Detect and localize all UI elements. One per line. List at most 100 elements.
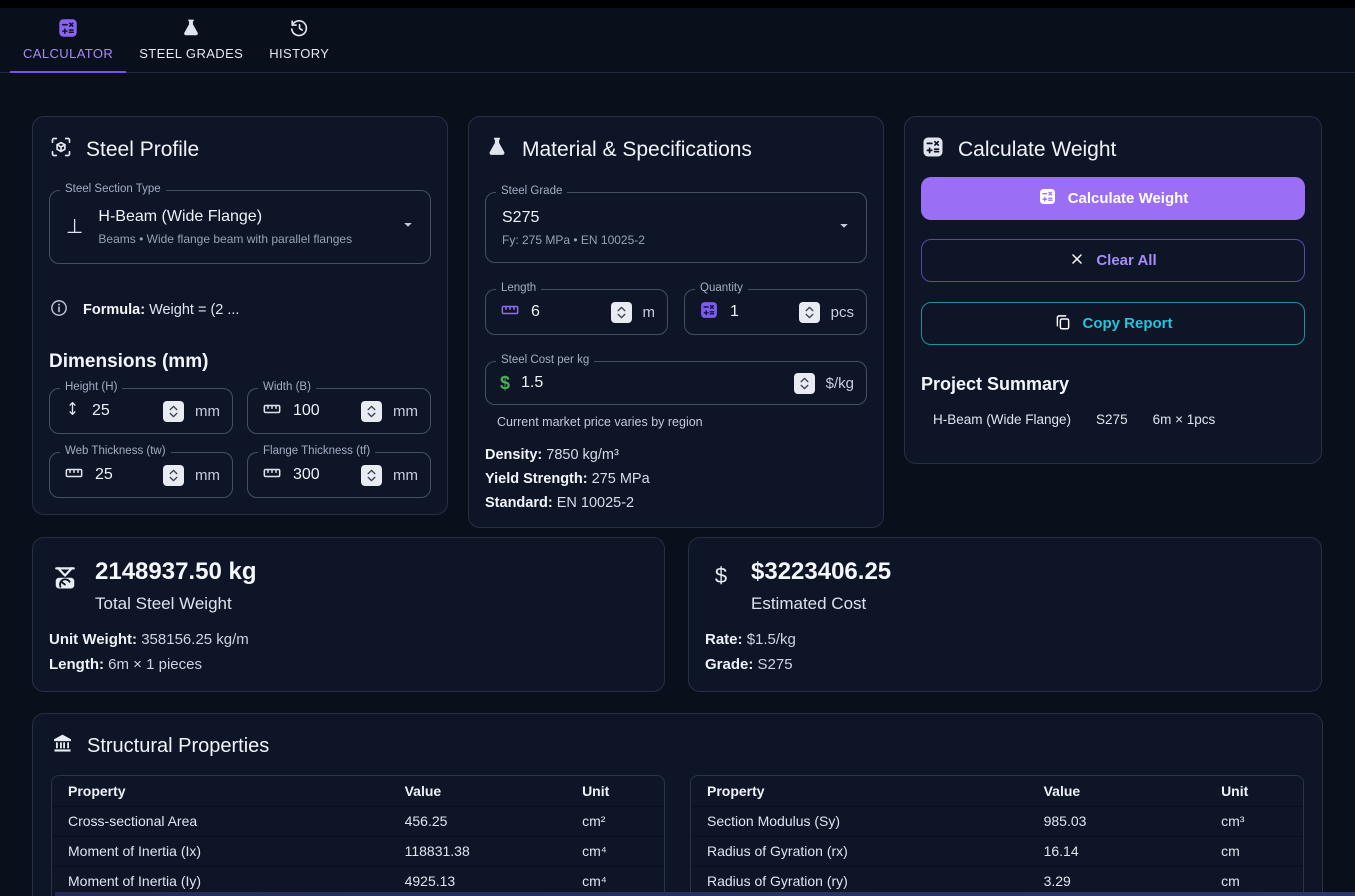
info-icon [49, 298, 69, 322]
estimated-cost-value: $3223406.25 [751, 558, 892, 586]
ruler-icon [262, 399, 282, 424]
flask-icon [180, 17, 202, 39]
quantity-stepper[interactable] [798, 301, 820, 323]
quantity-input[interactable]: 1 [730, 303, 739, 321]
tab-calculator-label: CALCULATOR [23, 46, 114, 61]
dollar-icon: $ [714, 563, 728, 589]
total-weight-label: Total Steel Weight [95, 594, 232, 614]
ruler-icon [500, 300, 520, 325]
project-summary-title: Project Summary [921, 374, 1070, 395]
formula-info: Formula: Weight = (2 ... [49, 298, 431, 322]
tab-steel-grades-label: STEEL GRADES [139, 46, 244, 61]
tab-steel-grades[interactable]: STEEL GRADES [126, 8, 256, 72]
steel-section-type-select[interactable]: Steel Section Type ⊥ H-Beam (Wide Flange… [49, 183, 431, 265]
steel-section-type-label: Steel Section Type [60, 183, 166, 196]
history-icon [288, 17, 310, 39]
structural-properties-card: Structural Properties Property Value Uni… [32, 713, 1323, 896]
rate-detail: Rate: $1.5/kg [705, 631, 796, 649]
chevron-down-icon[interactable] [399, 216, 417, 239]
web-thickness-field[interactable]: Web Thickness (tw) 25 mm [49, 445, 233, 499]
formula-text: Formula: Weight = (2 ... [83, 302, 240, 319]
density-line: Density: 7850 kg/m³ [485, 447, 619, 464]
calculator-icon [921, 135, 945, 164]
summary-grade: S275 [1096, 412, 1128, 428]
ruler-icon [262, 463, 282, 488]
steel-cost-stepper[interactable] [793, 372, 815, 394]
standard-line: Standard: EN 10025-2 [485, 495, 635, 512]
dimensions-title: Dimensions (mm) [49, 351, 209, 373]
quantity-field[interactable]: Quantity 1 pcs [684, 282, 867, 336]
web-thickness-stepper[interactable] [163, 464, 184, 486]
table-header-row: Property Value Unit [691, 776, 1303, 807]
tab-history-label: HISTORY [269, 46, 330, 61]
calculator-icon [699, 300, 719, 325]
total-weight-value: 2148937.50 kg [95, 558, 257, 586]
length-detail: Length: 6m × 1 pieces [49, 656, 202, 674]
steel-profile-title: Steel Profile [49, 135, 431, 164]
flange-thickness-stepper[interactable] [361, 464, 382, 486]
close-icon [1069, 251, 1085, 271]
calculator-icon [57, 17, 79, 39]
estimated-cost-card: $ $3223406.25 Estimated Cost Rate: $1.5/… [688, 537, 1322, 693]
height-arrow-icon [64, 399, 81, 423]
steel-grade-value: S275 [502, 208, 540, 226]
flask-icon [485, 135, 509, 164]
steel-section-type-desc: Beams • Wide flange beam with parallel f… [98, 232, 353, 247]
tab-calculator[interactable]: CALCULATOR [10, 8, 127, 73]
length-input[interactable]: 6 [531, 303, 540, 321]
project-summary-row: H-Beam (Wide Flange) S275 6m × 1pcs [921, 412, 1305, 427]
structural-properties-title: Structural Properties [51, 732, 1304, 760]
steel-grade-select[interactable]: Steel Grade S275 Fy: 275 MPa • EN 10025-… [485, 185, 867, 264]
chevron-down-icon[interactable] [835, 216, 853, 239]
summary-profile: H-Beam (Wide Flange) [933, 412, 1072, 428]
calculate-weight-title: Calculate Weight [921, 135, 1305, 164]
steel-cost-input[interactable]: 1.5 [521, 374, 544, 392]
height-input[interactable]: 25 [92, 402, 110, 420]
steel-grade-label: Steel Grade [496, 185, 568, 198]
height-field[interactable]: Height (H) 25 mm [49, 381, 233, 435]
calculator-icon [1038, 187, 1057, 210]
top-navbar: CALCULATOR STEEL GRADES HISTORY [0, 8, 1355, 73]
yield-strength-line: Yield Strength: 275 MPa [485, 471, 650, 488]
ruler-icon [64, 463, 84, 488]
length-field[interactable]: Length 6 m [485, 282, 668, 336]
steel-section-type-value: H-Beam (Wide Flange) [98, 208, 263, 226]
web-thickness-input[interactable]: 25 [95, 466, 113, 484]
flange-thickness-field[interactable]: Flange Thickness (tf) 300 mm [247, 445, 431, 499]
summary-qty: 6m × 1pcs [1152, 412, 1216, 428]
properties-table-right: Property Value Unit Section Modulus (Sy)… [690, 775, 1304, 896]
cost-helper-text: Current market price varies by region [497, 415, 703, 430]
material-card: Material & Specifications Steel Grade S2… [468, 116, 884, 529]
steel-cost-field[interactable]: Steel Cost per kg $ 1.5 $/kg [485, 354, 867, 406]
dollar-icon: $ [500, 373, 511, 394]
window-top-strip [0, 0, 1355, 8]
view-in-ar-icon [49, 135, 73, 164]
width-stepper[interactable] [361, 400, 382, 422]
copy-report-button[interactable]: Copy Report [921, 302, 1305, 346]
horizontal-scrollbar[interactable] [55, 892, 1355, 896]
unit-weight-detail: Unit Weight: 358156.25 kg/m [49, 631, 249, 649]
scale-icon [49, 563, 81, 614]
tab-history[interactable]: HISTORY [256, 8, 342, 72]
table-header-row: Property Value Unit [52, 776, 664, 807]
steel-grade-desc: Fy: 275 MPa • EN 10025-2 [502, 232, 645, 247]
height-stepper[interactable] [163, 400, 184, 422]
clear-all-button[interactable]: Clear All [921, 239, 1305, 283]
properties-table-left: Property Value Unit Cross-sectional Area… [51, 775, 665, 896]
total-weight-card: 2148937.50 kg Total Steel Weight Unit We… [32, 537, 665, 693]
material-info: Density: 7850 kg/m³ Yield Strength: 275 … [485, 447, 867, 511]
table-row: Moment of Inertia (Ix) 118831.38 cm⁴ [52, 836, 664, 867]
bank-icon [51, 732, 74, 760]
table-row: Cross-sectional Area 456.25 cm² [52, 806, 664, 837]
width-input[interactable]: 100 [293, 402, 320, 420]
beam-section-icon: ⊥ [66, 216, 84, 239]
copy-icon [1054, 313, 1072, 335]
dimensions-grid: Height (H) 25 mm Width (B) 100 [49, 381, 431, 499]
length-stepper[interactable] [610, 301, 632, 323]
calculate-weight-button[interactable]: Calculate Weight [921, 177, 1305, 221]
steel-profile-card: Steel Profile Steel Section Type ⊥ H-Bea… [32, 116, 448, 516]
table-row: Radius of Gyration (rx) 16.14 cm [691, 836, 1303, 867]
width-field[interactable]: Width (B) 100 mm [247, 381, 431, 435]
flange-thickness-input[interactable]: 300 [293, 466, 320, 484]
table-row: Section Modulus (Sy) 985.03 cm³ [691, 806, 1303, 837]
